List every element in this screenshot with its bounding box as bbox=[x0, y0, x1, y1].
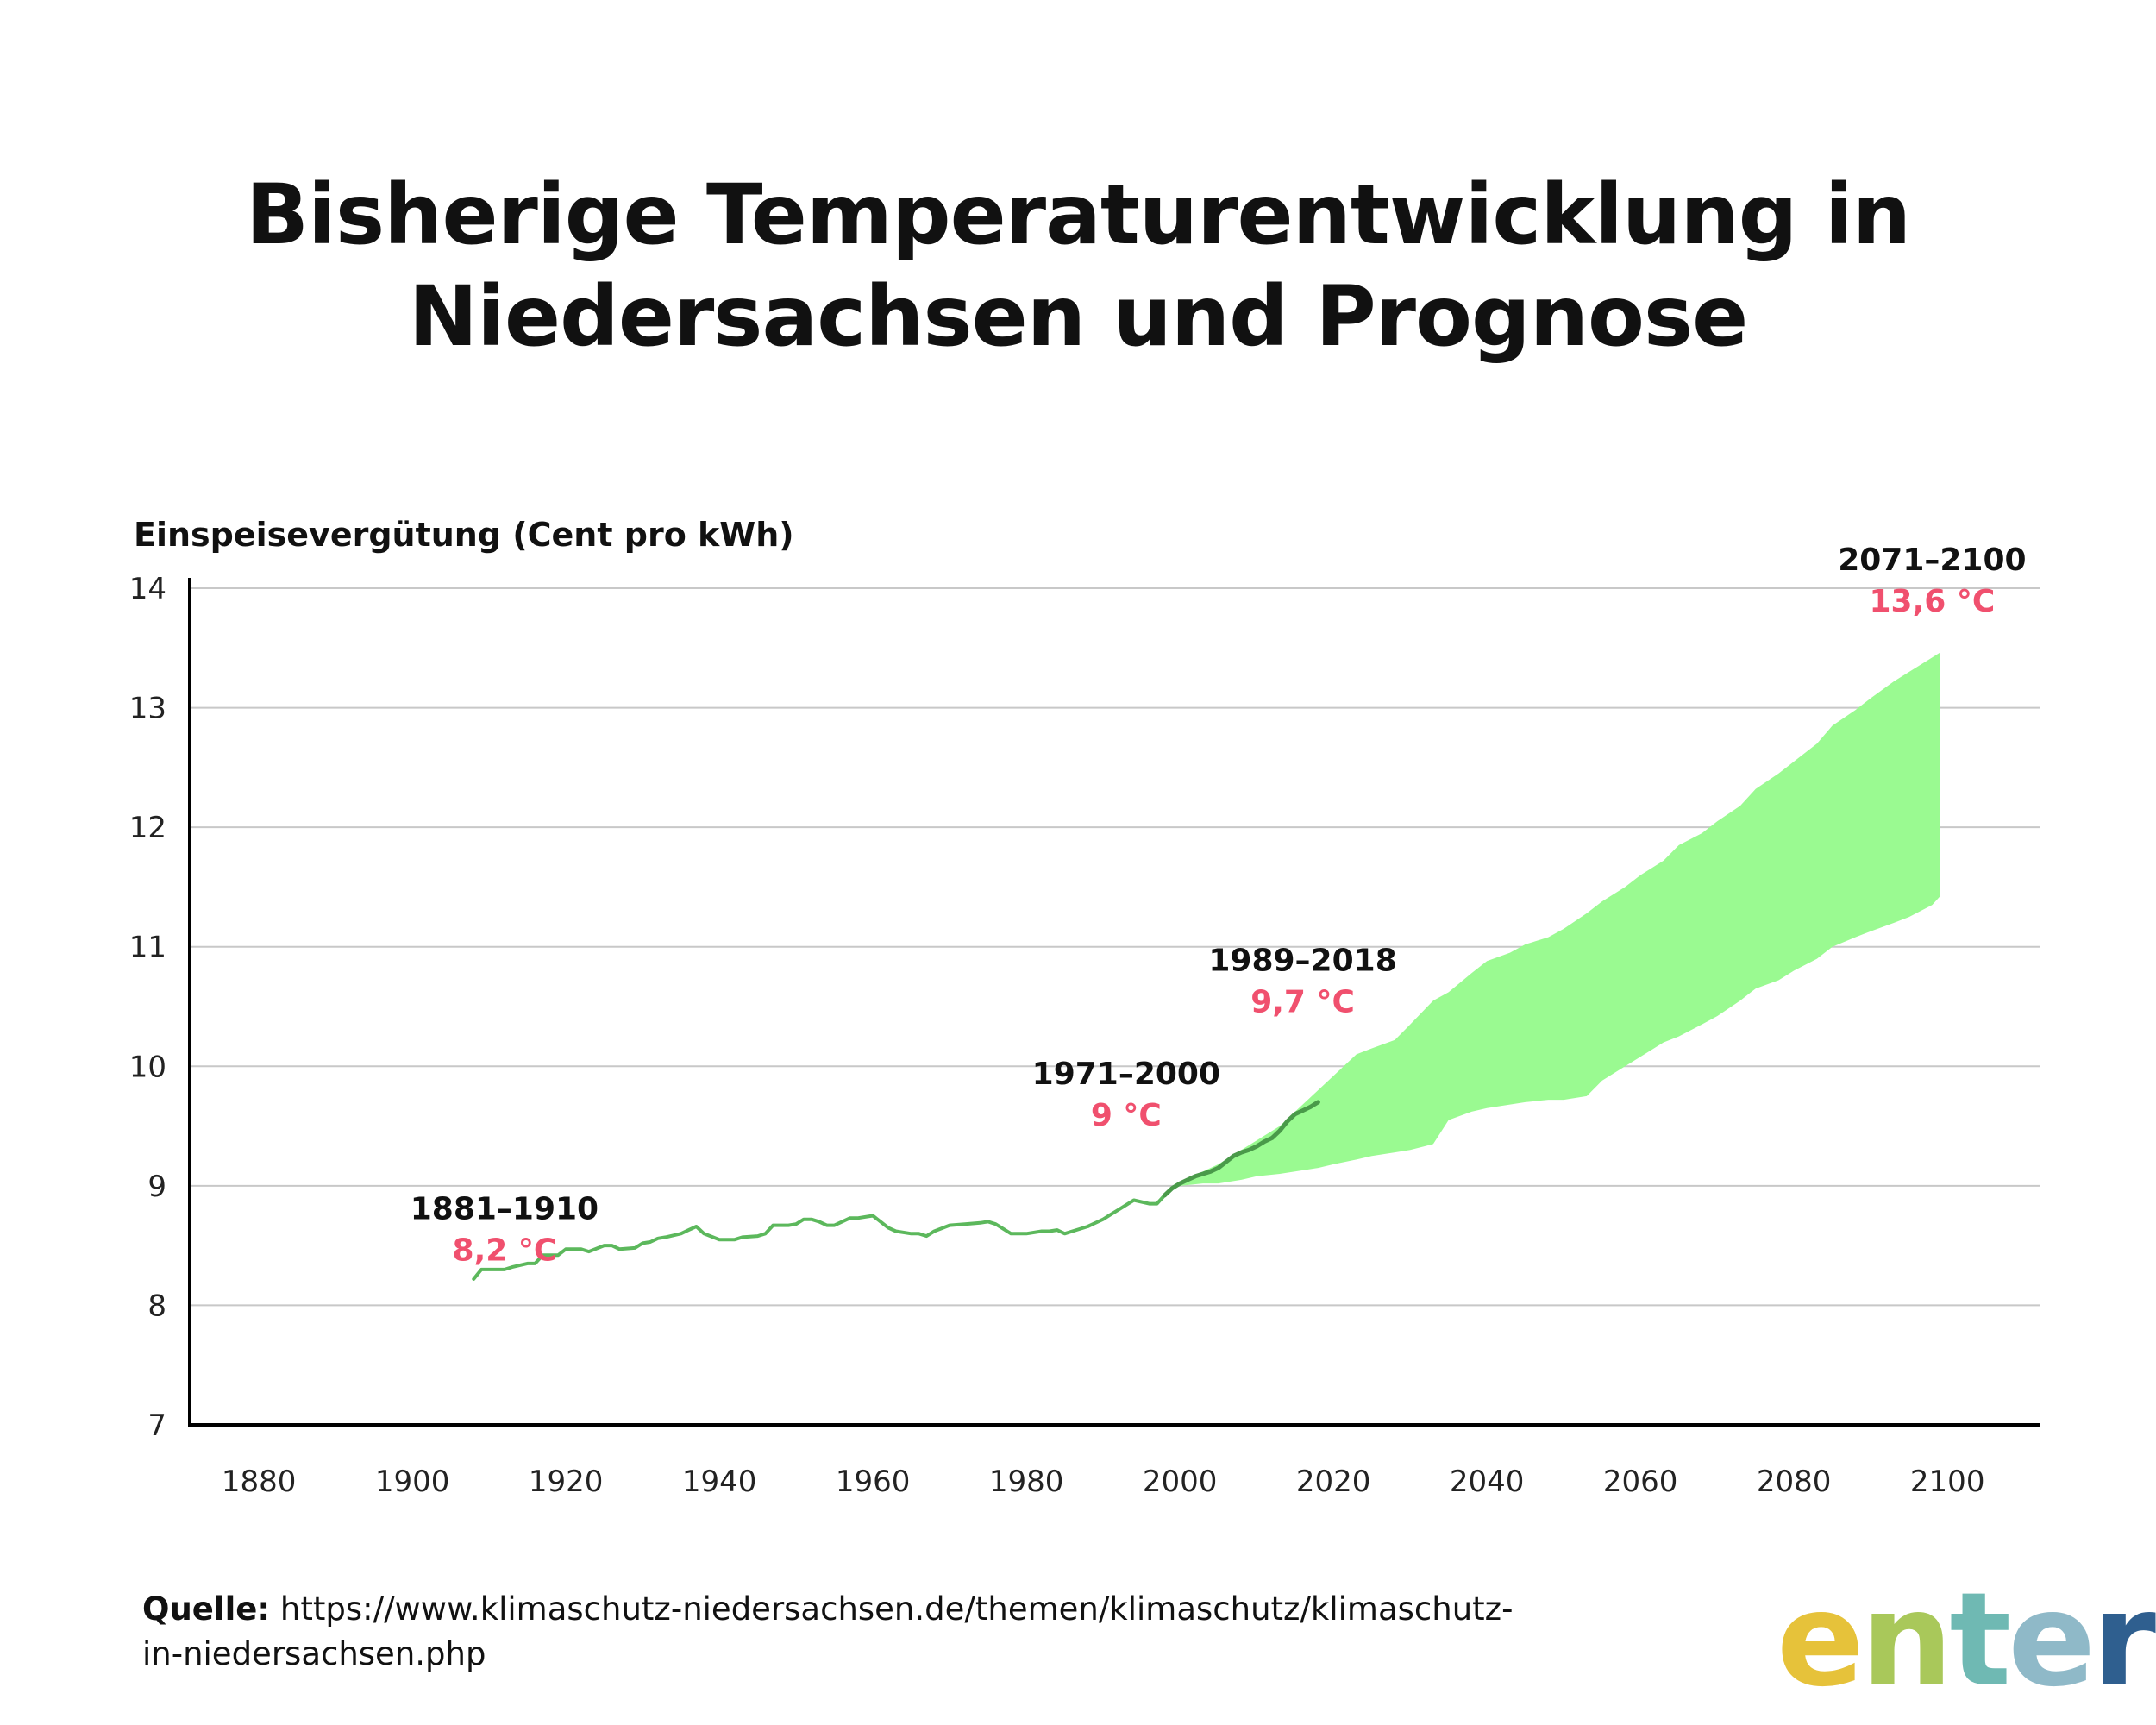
annotation-value: 13,6 °C bbox=[1870, 584, 1996, 619]
y-tick-label: 11 bbox=[129, 931, 166, 965]
logo-letter: e bbox=[1777, 1565, 1865, 1716]
source-url[interactable]: https://www.klimaschutz-niedersachsen.de… bbox=[142, 1590, 1514, 1672]
x-tick-label: 2060 bbox=[1603, 1465, 1678, 1499]
x-tick-labels: 1880 1900 1920 1940 1960 1980 2000 2020 2040 2060… bbox=[222, 1465, 1985, 1499]
annotation-period: 1989–2018 bbox=[1208, 943, 1396, 978]
x-tick-label: 2100 bbox=[1910, 1465, 1985, 1499]
annotation-period: 2071–2100 bbox=[1838, 543, 2026, 578]
forecast-band-layer bbox=[1180, 652, 1940, 1186]
y-tick-label: 13 bbox=[129, 692, 166, 726]
chart-title: Bisherige Temperaturentwicklung in Niede… bbox=[0, 164, 2156, 367]
y-tick-label: 12 bbox=[129, 811, 166, 845]
enter-logo: enter bbox=[1777, 1565, 2156, 1716]
x-tick-label: 2020 bbox=[1296, 1465, 1371, 1499]
source-label: Quelle: bbox=[142, 1590, 271, 1628]
x-tick-label: 1880 bbox=[222, 1465, 297, 1499]
logo-letter: e bbox=[2008, 1565, 2096, 1716]
source-note: Quelle: https://www.klimaschutz-niedersa… bbox=[142, 1587, 1522, 1677]
x-tick-label: 1980 bbox=[989, 1465, 1064, 1499]
annotation: 1971–2000 9 °C bbox=[1032, 1057, 1220, 1133]
observed-temperature-line-recent bbox=[1162, 1100, 1320, 1198]
chart-title-line-1: Bisherige Temperaturentwicklung in bbox=[245, 166, 1911, 263]
x-tick-label: 1940 bbox=[682, 1465, 757, 1499]
x-tick-label: 1900 bbox=[375, 1465, 450, 1499]
y-tick-label: 8 bbox=[147, 1289, 166, 1323]
annotation: 2071–2100 13,6 °C bbox=[1838, 543, 2026, 619]
logo-letter: n bbox=[1860, 1565, 1953, 1716]
y-tick-label: 7 bbox=[147, 1408, 166, 1443]
axes bbox=[188, 578, 2040, 1427]
annotation: 1881–1910 8,2 °C bbox=[411, 1192, 599, 1269]
annotation-value: 9 °C bbox=[1091, 1098, 1162, 1133]
y-tick-label: 10 bbox=[129, 1050, 166, 1084]
x-tick-label: 1920 bbox=[529, 1465, 604, 1499]
x-tick-label: 2040 bbox=[1450, 1465, 1525, 1499]
annotation-period: 1971–2000 bbox=[1032, 1057, 1220, 1092]
y-tick-label: 14 bbox=[129, 572, 166, 606]
y-tick-label: 9 bbox=[147, 1170, 166, 1204]
y-axis-label: Einspeisevergütung (Cent pro kWh) bbox=[134, 516, 794, 554]
forecast-band bbox=[1180, 652, 1940, 1186]
observed-temperature-line bbox=[472, 1193, 1167, 1281]
logo-letter: r bbox=[2091, 1565, 2156, 1716]
chart-title-line-2: Niedersachsen und Prognose bbox=[408, 268, 1748, 365]
series-line-layer bbox=[472, 1100, 1320, 1281]
annotation-period: 1881–1910 bbox=[411, 1192, 599, 1227]
x-tick-label: 1960 bbox=[836, 1465, 911, 1499]
annotations: 1881–1910 8,2 °C 1971–2000 9 °C 1989–2018 9,7… bbox=[411, 543, 2027, 1268]
annotation: 1989–2018 9,7 °C bbox=[1208, 943, 1396, 1019]
logo-letter: t bbox=[1949, 1565, 2012, 1716]
x-tick-label: 2000 bbox=[1143, 1465, 1218, 1499]
x-tick-label: 2080 bbox=[1757, 1465, 1832, 1499]
annotation-value: 8,2 °C bbox=[453, 1233, 557, 1269]
y-tick-labels: 7 8 9 10 11 12 13 14 bbox=[129, 572, 166, 1443]
annotation-value: 9,7 °C bbox=[1250, 984, 1355, 1019]
